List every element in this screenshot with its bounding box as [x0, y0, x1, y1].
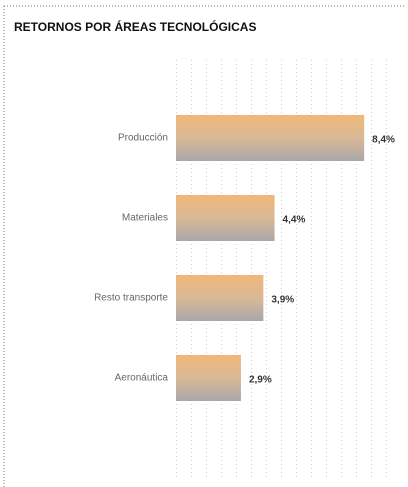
- category-label: Resto transporte: [94, 293, 168, 304]
- bar: [176, 355, 241, 401]
- bar: [176, 115, 365, 161]
- bar: [176, 275, 264, 321]
- value-label: 3,9%: [271, 295, 294, 306]
- bar: [176, 195, 275, 241]
- category-label: Aeronáutica: [115, 373, 169, 384]
- chart-title: RETORNOS POR ÁREAS TECNOLÓGICAS: [14, 19, 256, 34]
- value-label: 4,4%: [283, 215, 306, 226]
- value-label: 8,4%: [372, 135, 395, 146]
- category-label: Producción: [118, 133, 168, 144]
- category-label: Materiales: [122, 213, 168, 224]
- value-label: 2,9%: [249, 375, 272, 386]
